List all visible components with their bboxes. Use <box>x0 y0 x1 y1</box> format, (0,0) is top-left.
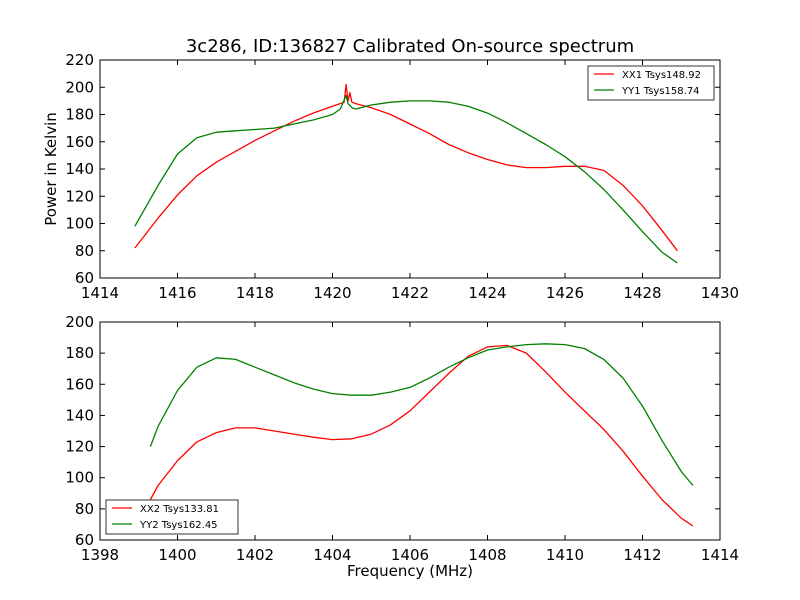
x-tick-label: 1414 <box>81 284 119 302</box>
bottom-plot-frame <box>99 321 721 541</box>
y-tick-label: 180 <box>65 344 94 362</box>
top-plot-title: 3c286, ID:136827 Calibrated On-source sp… <box>186 36 634 57</box>
x-tick-label: 1424 <box>468 284 506 302</box>
x-tick-label: 1404 <box>313 546 351 564</box>
x-tick-label: 1398 <box>81 546 119 564</box>
y-tick-label: 140 <box>65 160 94 178</box>
x-tick-label: 1402 <box>236 546 274 564</box>
y-tick-label: 120 <box>65 438 94 456</box>
legend-label-xx1: XX1 Tsys148.92 <box>622 70 701 81</box>
bottom-legend-box <box>105 499 239 535</box>
y-tick-label: 60 <box>75 531 94 549</box>
series-line-xx1 <box>134 83 678 252</box>
top-plot: 3c286, ID:136827 Calibrated On-source sp… <box>42 36 739 302</box>
series-line-yy2 <box>149 343 694 486</box>
x-tick-label: 1412 <box>623 546 661 564</box>
y-tick-label: 120 <box>65 187 94 205</box>
legend-label-xx2: XX2 Tsys133.81 <box>140 504 219 515</box>
x-tick-label: 1408 <box>468 546 506 564</box>
y-tick-label: 160 <box>65 375 94 393</box>
x-tick-label: 1430 <box>701 284 739 302</box>
x-tick-label: 1428 <box>623 284 661 302</box>
y-tick-label: 100 <box>65 469 94 487</box>
y-tick-label: 60 <box>75 269 94 287</box>
x-tick-label: 1410 <box>546 546 584 564</box>
x-tick-label: 1414 <box>701 546 739 564</box>
top-plot-series-group <box>134 83 678 264</box>
y-tick-label: 100 <box>65 215 94 233</box>
top-legend-box <box>587 65 715 101</box>
bottom-plot: 1398 1400 1402 1404 1406 1408 1410 1412 1414 60 80… <box>65 313 739 580</box>
x-tick-label: 1420 <box>313 284 351 302</box>
x-tick-label: 1416 <box>158 284 196 302</box>
x-tick-label: 1422 <box>391 284 429 302</box>
y-tick-label: 140 <box>65 406 94 424</box>
bottom-plot-ticks: 1398 1400 1402 1404 1406 1408 1410 1412 1414 60 80… <box>65 313 739 564</box>
y-tick-label: 200 <box>65 313 94 331</box>
bottom-plot-legend: XX2 Tsys133.81 YY2 Tsys162.45 <box>105 499 239 535</box>
x-tick-label: 1426 <box>546 284 584 302</box>
y-tick-label: 220 <box>65 51 94 69</box>
bottom-plot-xlabel: Frequency (MHz) <box>347 562 473 580</box>
y-tick-label: 160 <box>65 133 94 151</box>
y-tick-label: 80 <box>75 500 94 518</box>
y-tick-label: 180 <box>65 106 94 124</box>
x-tick-label: 1418 <box>236 284 274 302</box>
top-plot-ylabel: Power in Kelvin <box>42 112 60 226</box>
legend-label-yy2: YY2 Tsys162.45 <box>139 520 218 531</box>
x-tick-label: 1406 <box>391 546 429 564</box>
top-plot-legend: XX1 Tsys148.92 YY1 Tsys158.74 <box>587 65 715 101</box>
series-line-xx2 <box>149 344 694 527</box>
bottom-plot-series-group <box>149 343 694 527</box>
y-tick-label: 200 <box>65 78 94 96</box>
top-plot-frame <box>99 59 721 279</box>
legend-label-yy1: YY1 Tsys158.74 <box>621 86 700 97</box>
series-line-yy1 <box>134 94 678 264</box>
top-plot-ticks: 1414 1416 1418 1420 1422 1424 1426 1428 1430 60 80… <box>65 51 739 302</box>
x-tick-label: 1400 <box>158 546 196 564</box>
y-tick-label: 80 <box>75 242 94 260</box>
